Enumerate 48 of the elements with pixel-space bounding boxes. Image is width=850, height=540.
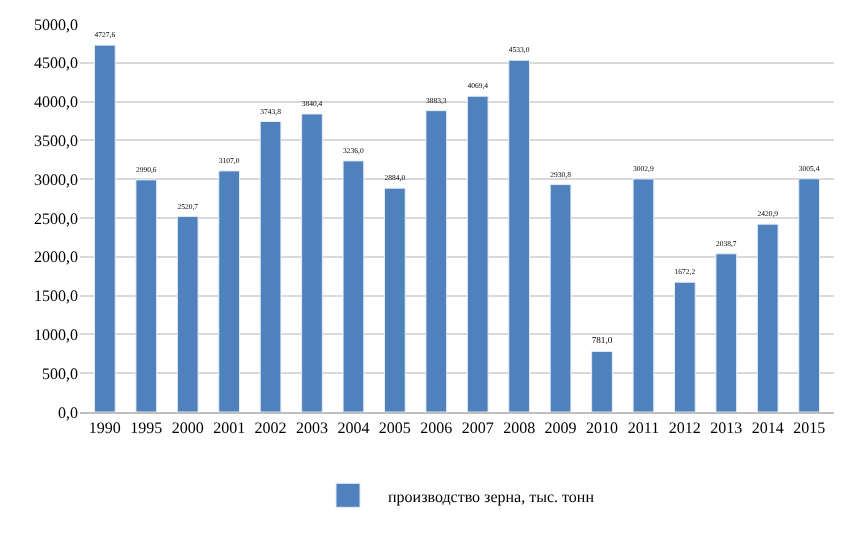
bar xyxy=(591,350,613,412)
y-tick-label: 4500,0 xyxy=(34,54,78,73)
x-tick-label: 2005 xyxy=(378,419,411,438)
bar xyxy=(176,215,199,412)
y-tick-label: 4000,0 xyxy=(34,93,78,112)
x-tick-label: 2012 xyxy=(668,419,701,438)
y-tick-label: 2000,0 xyxy=(34,248,78,267)
x-tick-label: 2002 xyxy=(254,419,287,438)
bar xyxy=(342,160,365,412)
bar xyxy=(259,120,282,412)
legend-label: производство зерна, тыс. тонн xyxy=(388,487,596,506)
bar xyxy=(798,178,820,412)
y-tick-label: 2500,0 xyxy=(34,209,78,228)
bar xyxy=(301,113,323,412)
x-tick-label: 1995 xyxy=(130,419,163,438)
bar xyxy=(756,223,779,412)
bar xyxy=(384,187,406,412)
y-tick-label: 1000,0 xyxy=(34,326,78,344)
x-tick-label: 2006 xyxy=(420,419,453,438)
bar xyxy=(632,178,655,412)
x-tick-label: 2008 xyxy=(503,419,536,438)
bar xyxy=(549,184,572,412)
y-tick-label: 500,0 xyxy=(42,364,78,383)
bar xyxy=(425,110,448,412)
y-tick-label: 5000,0 xyxy=(34,15,78,34)
x-tick-label: 2004 xyxy=(337,419,370,438)
bar xyxy=(135,179,158,412)
bar xyxy=(715,253,738,412)
y-tick-label: 3000,0 xyxy=(34,170,78,189)
x-tick-label: 2015 xyxy=(793,419,826,438)
bar xyxy=(94,44,116,412)
x-tick-label: 2010 xyxy=(586,419,618,438)
x-tick-label: 1990 xyxy=(88,419,121,438)
x-tick-label: 2007 xyxy=(461,419,494,438)
x-tick-label: 2014 xyxy=(751,419,784,438)
x-tick-label: 2009 xyxy=(544,419,577,438)
bar xyxy=(466,95,489,412)
bar xyxy=(218,170,240,412)
x-tick-label: 2001 xyxy=(213,419,246,438)
y-tick-label: 1500,0 xyxy=(34,287,78,306)
bar xyxy=(674,281,696,412)
y-tick-label: 0,0 xyxy=(58,403,78,422)
x-tick-label: 2013 xyxy=(710,419,743,438)
y-tick-label: 3500,0 xyxy=(34,132,78,150)
x-tick-label: 2000 xyxy=(171,419,204,438)
bar xyxy=(508,59,530,412)
x-tick-label: 2011 xyxy=(627,419,660,438)
x-tick-label: 2003 xyxy=(296,419,328,438)
